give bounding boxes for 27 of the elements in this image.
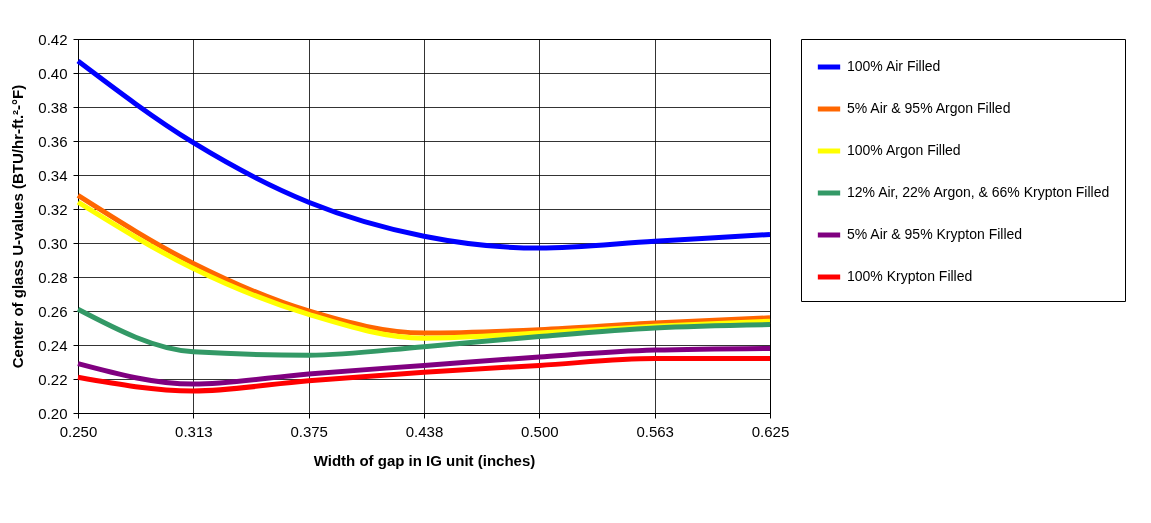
y-tick-label: 0.38: [38, 98, 68, 116]
y-tick-label: 0.40: [38, 64, 68, 82]
y-tick-label: 0.30: [38, 234, 68, 252]
x-tick-label: 0.625: [751, 422, 790, 440]
y-tick-label: 0.32: [38, 200, 68, 218]
legend-label: 100% Air Filled: [847, 58, 941, 74]
y-tick-label: 0.42: [38, 30, 68, 48]
y-tick-label: 0.24: [38, 336, 68, 354]
x-tick-label: 0.438: [405, 422, 444, 440]
y-tick-label: 0.34: [38, 166, 68, 184]
legend-label: 100% Krypton Filled: [847, 268, 973, 284]
x-tick-label: 0.500: [521, 422, 559, 440]
x-tick-label: 0.313: [175, 422, 213, 440]
y-axis-title: Center of glass U-values (BTU/hr-ft.²-°F): [9, 84, 27, 369]
legend-label: 100% Argon Filled: [847, 142, 961, 158]
legend-label: 12% Air, 22% Argon, & 66% Krypton Filled: [847, 184, 1110, 200]
legend-label: 5% Air & 95% Krypton Filled: [847, 226, 1023, 242]
x-tick-label: 0.250: [59, 422, 98, 440]
y-tick-label: 0.20: [38, 404, 68, 422]
y-tick-label: 0.28: [38, 268, 68, 286]
x-axis-title: Width of gap in IG unit (inches): [313, 451, 536, 469]
legend-label: 5% Air & 95% Argon Filled: [847, 100, 1011, 116]
x-tick-label: 0.375: [290, 422, 328, 440]
x-tick-label: 0.563: [636, 422, 674, 440]
y-tick-label: 0.22: [38, 370, 68, 388]
y-tick-label: 0.36: [38, 132, 68, 150]
y-tick-label: 0.26: [38, 302, 68, 320]
